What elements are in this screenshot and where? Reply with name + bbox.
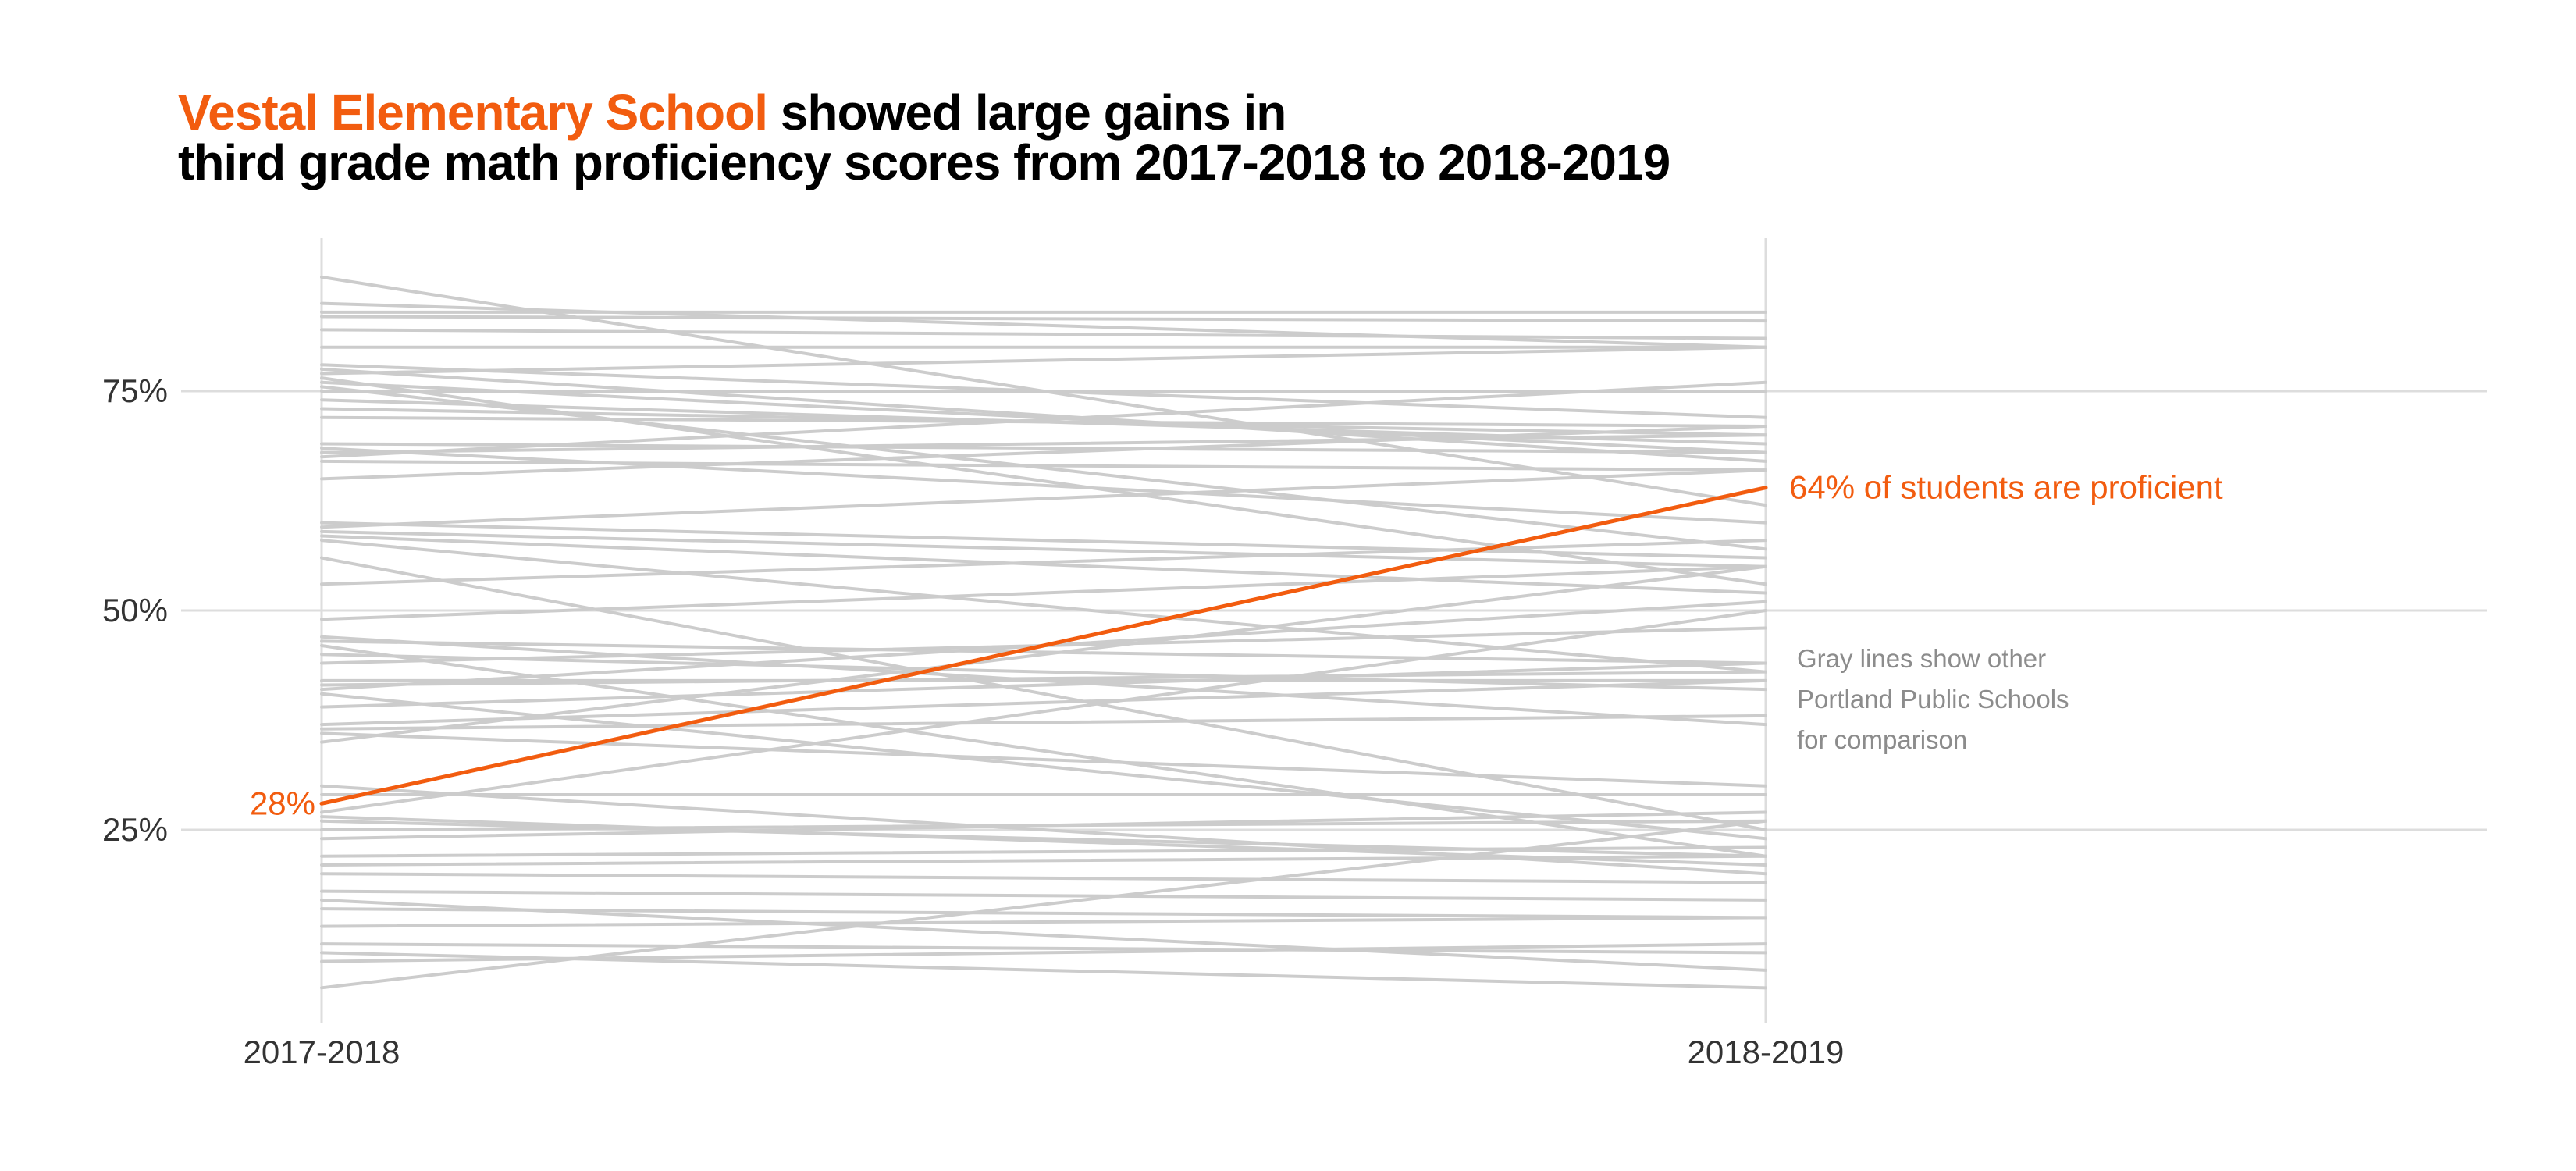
comparison-series-line — [320, 653, 1767, 692]
comparison-series-line — [320, 731, 1767, 788]
comparison-series-line — [320, 433, 1767, 454]
comparison-series-line — [320, 810, 1767, 841]
highlight-end-label: 64% of students are proficient — [1789, 469, 2223, 506]
comparison-series-line — [320, 345, 1767, 376]
annotation-line: for comparison — [1797, 725, 1967, 754]
comparison-series-line — [320, 907, 1767, 920]
annotation-line: Gray lines show other — [1797, 644, 2046, 673]
y-tick-label: 25% — [102, 811, 168, 848]
comparison-series-line — [320, 534, 1767, 595]
comparison-series-line — [320, 380, 1767, 459]
comparison-series-line — [320, 678, 1767, 727]
comparison-series-line — [320, 639, 1767, 665]
highlight-start-label: 28% — [250, 785, 315, 821]
comparison-series-line — [320, 889, 1767, 902]
title-line1-rest: showed large gains in — [767, 84, 1287, 141]
comparison-series-line — [320, 447, 1767, 525]
comparison-series-line — [320, 301, 1767, 349]
comparison-series-line — [320, 380, 1767, 454]
comparison-series-line — [320, 916, 1767, 928]
comparison-series-line — [320, 539, 1767, 674]
title-line2: third grade math proficiency scores from… — [178, 134, 1670, 190]
title-school-name: Vestal Elementary School — [178, 84, 768, 141]
comparison-series-line — [320, 424, 1767, 481]
comparison-series-line — [320, 459, 1767, 472]
label-layer: 25% 50% 75% 2017-2018 2018-2019 28% 64% of stu… — [102, 372, 2223, 1070]
chart-title: Vestal Elementary School showed large ga… — [178, 87, 1670, 187]
y-tick-label: 50% — [102, 592, 168, 628]
x-tick-label: 2018-2019 — [1688, 1034, 1845, 1070]
comparison-lines — [320, 275, 1767, 990]
comparison-series-line — [320, 315, 1767, 323]
y-tick-label: 75% — [102, 372, 168, 409]
comparison-series-line — [320, 564, 1767, 621]
highlight-layer — [319, 486, 1768, 806]
comparison-series-line — [320, 564, 1767, 744]
comparison-series-line — [320, 415, 1767, 428]
comparison-series-line — [320, 521, 1767, 560]
comparison-series-line — [320, 670, 1767, 687]
annotation-note: Gray lines show other Portland Public Sc… — [1797, 644, 2076, 754]
comparison-series-line — [320, 872, 1767, 884]
x-tick-label: 2017-2018 — [244, 1034, 400, 1070]
comparison-series-line — [320, 328, 1767, 340]
highlight-series-line — [319, 486, 1768, 806]
comparison-series-line — [320, 942, 1767, 955]
comparison-series-line — [320, 468, 1767, 529]
comparison-series-line — [320, 529, 1767, 568]
comparison-series-line — [320, 367, 1767, 463]
comparison-series-line — [320, 714, 1767, 731]
comparison-series-line — [320, 609, 1767, 814]
comparison-series-line — [320, 819, 1767, 990]
comparison-series-line — [320, 661, 1767, 709]
comparison-series-line — [320, 556, 1767, 831]
annotation-line: Portland Public Schools — [1797, 685, 2069, 714]
comparison-series-line — [320, 854, 1767, 867]
comparison-series-line — [320, 539, 1767, 586]
